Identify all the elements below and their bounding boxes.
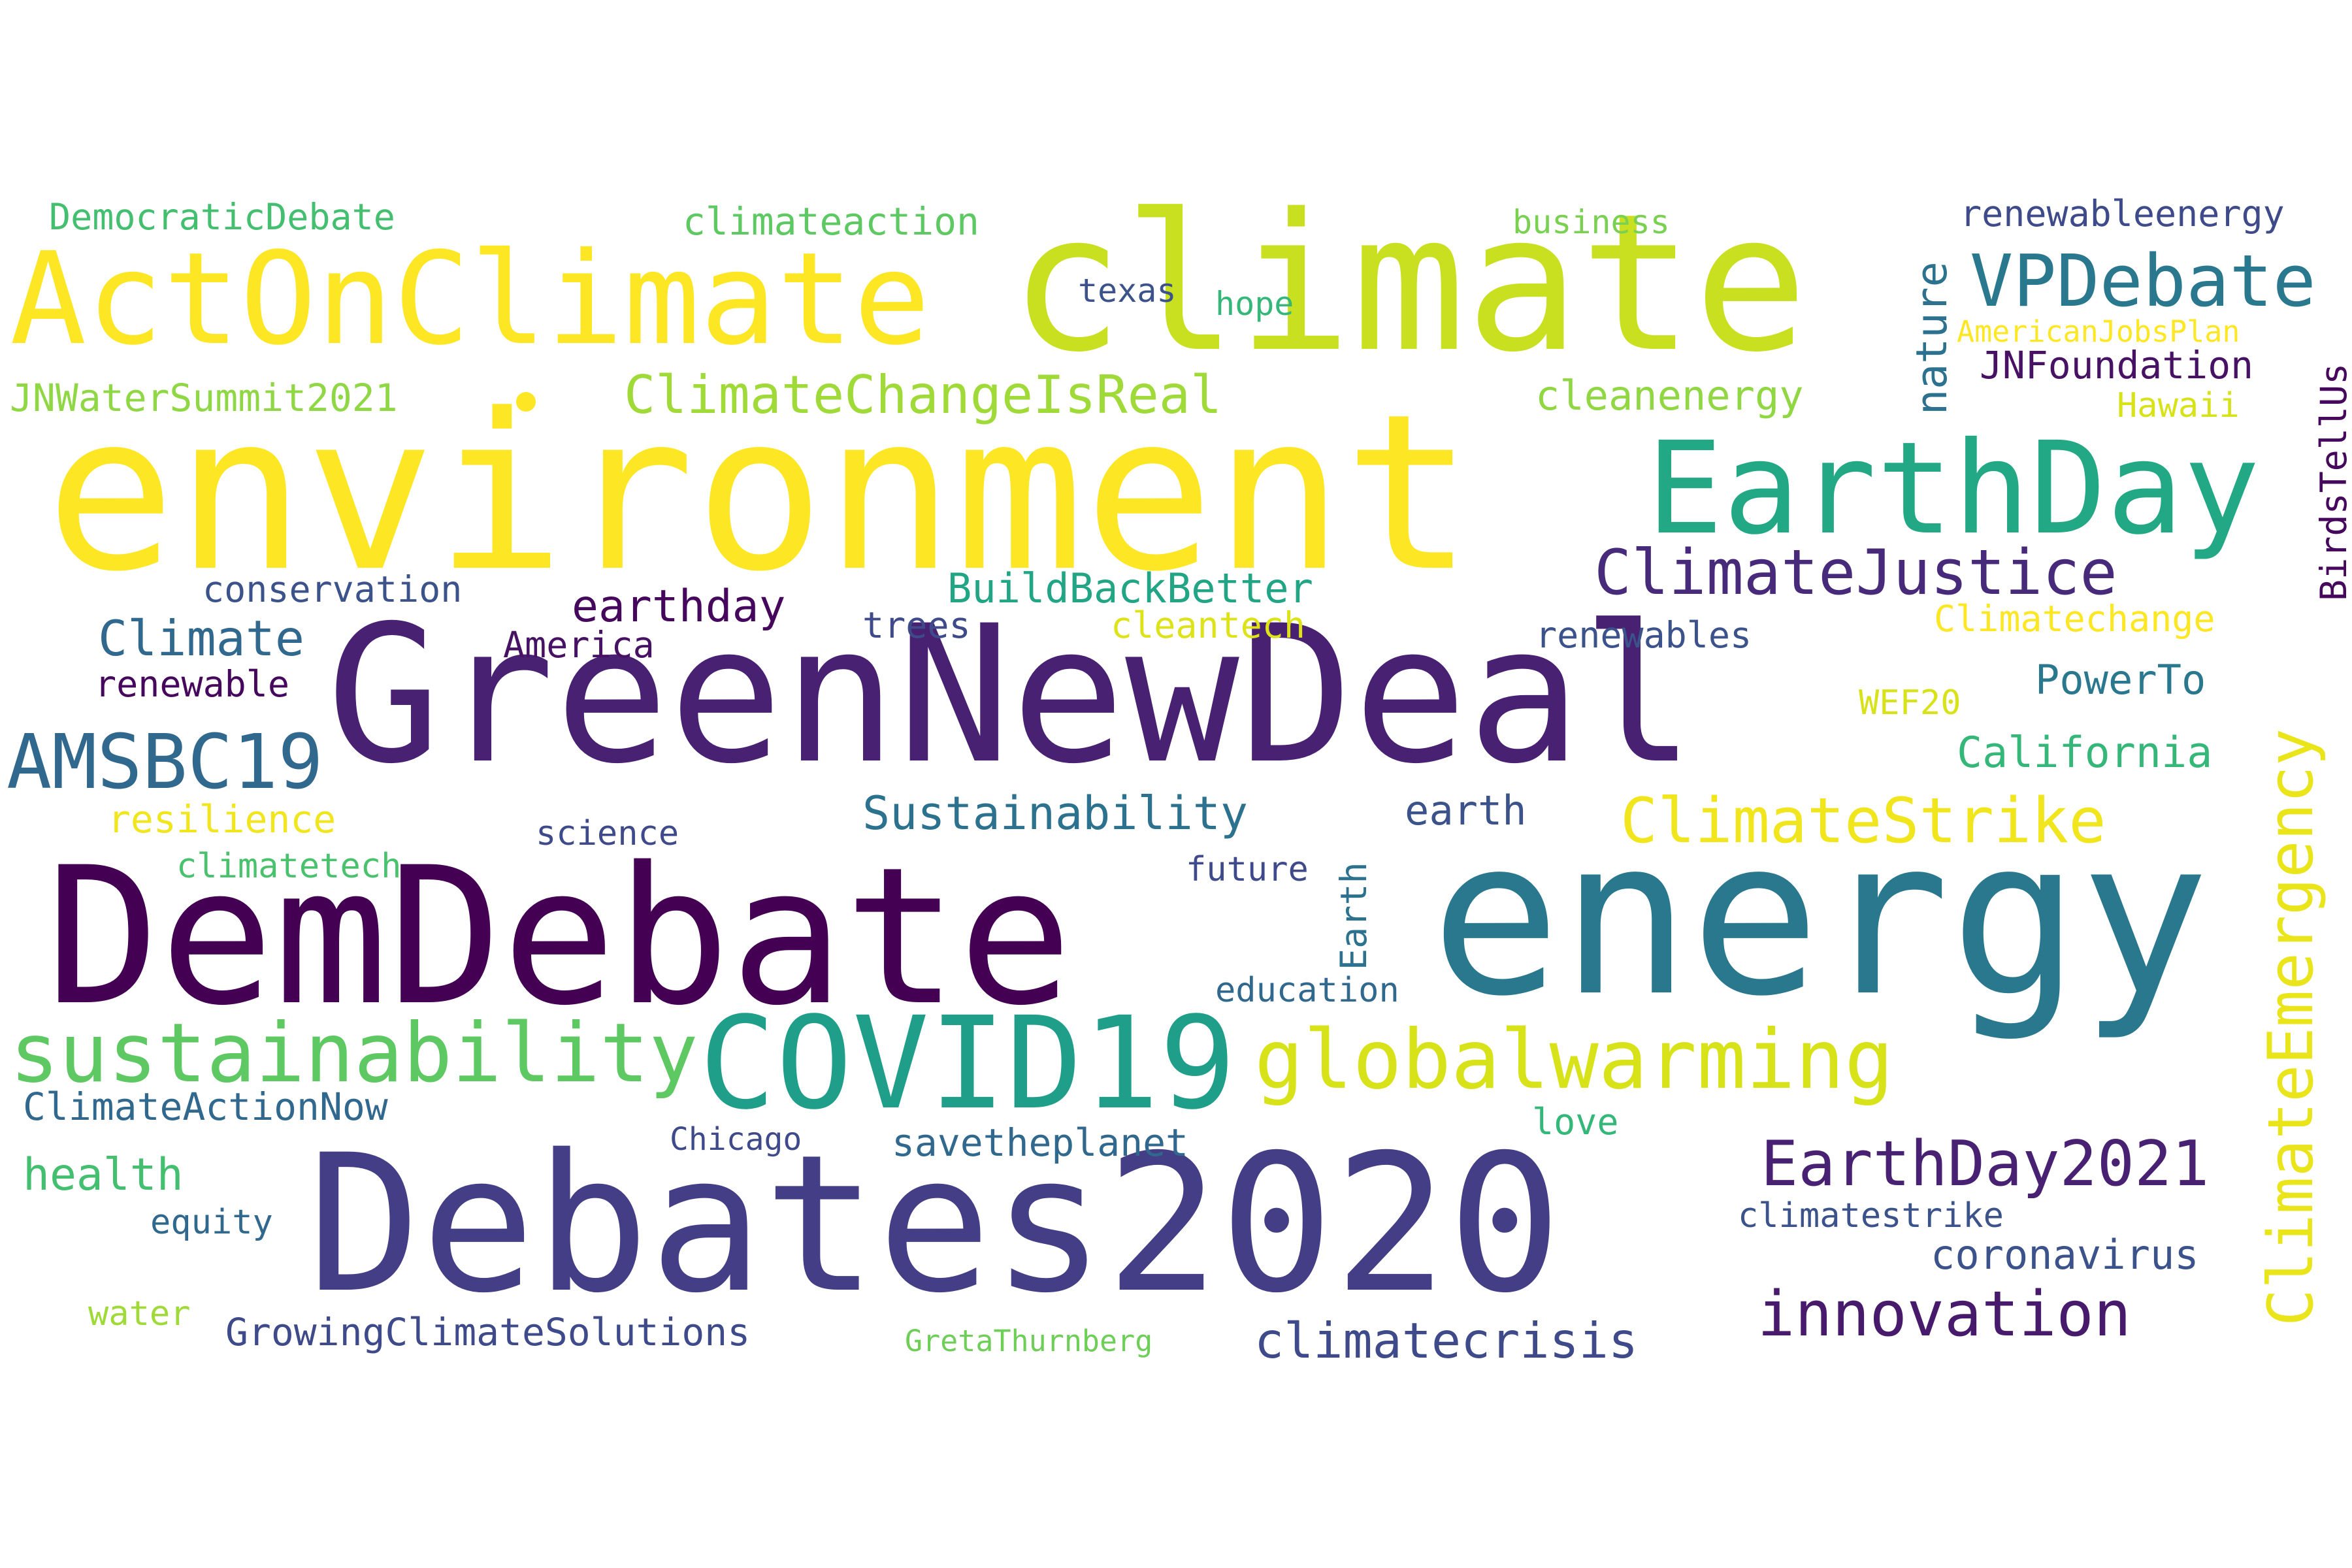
word-love: love [1532, 1101, 1619, 1143]
word-birdstellus: BirdsTellUs [2313, 363, 2352, 601]
word-renewable: renewable [95, 663, 290, 705]
word-climatetech: climatetech [176, 847, 402, 886]
word-america: America [503, 624, 655, 666]
word-climatecrisis: climatecrisis [1254, 1312, 1638, 1369]
word-democraticdebate: DemocraticDebate [49, 196, 395, 238]
word-science: science [536, 814, 679, 853]
word-climatestrike: ClimateStrike [1620, 785, 2106, 857]
word-health: health [23, 1149, 184, 1201]
word-hope: hope [1215, 285, 1294, 323]
word-education: education [1215, 971, 1399, 1010]
word-equity: equity [150, 1203, 273, 1242]
word-renewables: renewables [1535, 614, 1752, 656]
word-earth-capital: Earth [1333, 862, 1375, 970]
word-texas: texas [1078, 272, 1177, 310]
word-greennewdeal: GreenNewDeal [327, 585, 1696, 806]
word-globalwarming: globalwarming [1254, 1013, 1894, 1107]
word-environment: environment [46, 368, 1474, 619]
word-earthday: EarthDay [1646, 414, 2261, 563]
word-savetheplanet: savetheplanet [892, 1120, 1188, 1165]
word-cleantech: cleantech [1111, 604, 1306, 646]
word-growingclimatesolutions: GrowingClimateSolutions [225, 1310, 751, 1354]
word-innovation: innovation [1757, 1279, 2131, 1350]
word-wef20: WEF20 [1859, 683, 1961, 723]
dot-shape [516, 392, 536, 412]
word-renewableenergy: renewableenergy [1960, 193, 2285, 235]
word-jnfoundation: JNFoundation [1980, 343, 2254, 387]
word-nature: nature [1908, 261, 1957, 415]
word-sustainability: sustainability [10, 1006, 698, 1101]
word-demdebate: DemDebate [46, 827, 1073, 1047]
word-chicago: Chicago [670, 1121, 802, 1158]
word-resilience: resilience [108, 797, 336, 841]
word-buildbackbetter: BuildBackBetter [947, 564, 1313, 612]
word-energy: energy [1431, 792, 2210, 1043]
word-conservation: conservation [203, 568, 463, 610]
word-hawaii: Hawaii [2117, 386, 2240, 425]
word-climate: climate [1009, 174, 1808, 394]
word-business: business [1512, 203, 1670, 241]
word-actonclimate: ActOnClimate [10, 225, 930, 373]
word-climateemergency: ClimateEmergency [2255, 728, 2327, 1326]
word-climate-capital: Climate [98, 610, 305, 667]
word-earthday-lower: earthday [572, 581, 786, 632]
word-coronavirus: coronavirus [1931, 1231, 2199, 1279]
word-amsbc19: AMSBC19 [7, 719, 323, 806]
word-gretathurnberg: GretaThurnberg [905, 1324, 1153, 1358]
word-debates2020: Debates2020 [307, 1115, 1562, 1335]
word-future: future [1186, 850, 1309, 889]
word-jnwatersummit2021: JNWaterSummit2021 [10, 376, 398, 420]
word-cleanenergy: cleanenergy [1535, 372, 1804, 419]
word-americanjobsplan: AmericanJobsPlan [1957, 314, 2240, 349]
word-climatechangeisreal: ClimateChangeIsReal [624, 365, 1222, 425]
word-vpdebate: VPDebate [1970, 239, 2316, 323]
word-sustainability-2: Sustainability [862, 787, 1249, 840]
word-climatechange: Climatechange [1934, 598, 2215, 640]
word-earthday2021: EarthDay2021 [1761, 1128, 2210, 1200]
word-climatestrike-lower: climatestrike [1738, 1196, 2004, 1235]
word-climateaction: climateaction [683, 199, 979, 244]
word-water: water [88, 1294, 191, 1333]
word-trees: trees [862, 604, 971, 646]
word-earth: earth [1405, 787, 1527, 834]
word-powerto: PowerTo [2035, 656, 2206, 704]
word-covid19: COVID19 [699, 989, 1236, 1137]
word-climateactionnow: ClimateActionNow [23, 1085, 388, 1129]
word-climatejustice: ClimateJustice [1594, 537, 2117, 609]
word-california: California [1957, 728, 2213, 777]
